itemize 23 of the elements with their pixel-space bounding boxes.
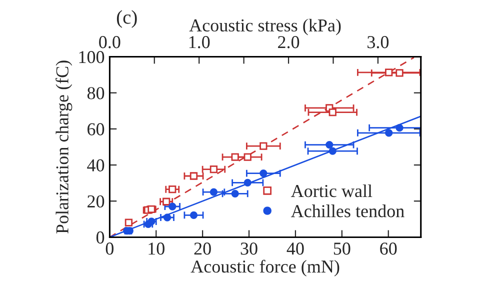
x-tick-label: 40: [286, 242, 304, 255]
y-tick-label: 0: [96, 231, 104, 244]
y-tick-label: 40: [87, 159, 104, 172]
x2-axis-title: Acoustic stress (kPa): [189, 18, 341, 36]
legend-label: Aortic wall: [290, 184, 372, 198]
y-tick-label: 20: [88, 195, 104, 208]
y-tick-label: 100: [79, 51, 104, 64]
x-tick-label: 10: [148, 242, 164, 255]
chart-title: (c): [116, 10, 137, 28]
x2-tick-label: 2.0: [278, 36, 300, 48]
x-axis-title: Acoustic force (mN): [190, 260, 340, 276]
x2-tick-label: 0.0: [99, 36, 120, 48]
legend-label: Achilles tendon: [290, 204, 404, 218]
y-tick-label: 60: [88, 123, 104, 136]
y-tick-label: 80: [87, 87, 104, 100]
x-tick-label: 0: [106, 242, 114, 255]
y-axis-title: Polarization charge (fC): [56, 60, 72, 234]
x-tick-label: 50: [334, 242, 350, 255]
x-tick-label: 60: [380, 242, 397, 255]
x-tick-label: 30: [240, 242, 258, 255]
x2-tick-label: 3.0: [368, 36, 389, 48]
x2-tick-label: 1.0: [189, 36, 210, 48]
x-tick-label: 20: [194, 242, 211, 255]
